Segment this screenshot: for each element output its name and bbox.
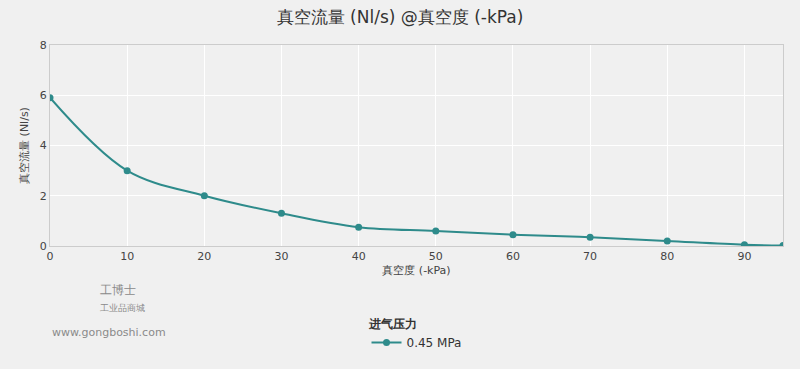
svg-text:30: 30	[274, 250, 288, 263]
svg-text:真空流量 (Nl/s): 真空流量 (Nl/s)	[18, 107, 31, 184]
svg-text:0.45 MPa: 0.45 MPa	[407, 336, 462, 350]
svg-text:真空度 (-kPa): 真空度 (-kPa)	[382, 264, 450, 277]
svg-text:60: 60	[506, 250, 520, 263]
svg-text:50: 50	[429, 250, 443, 263]
svg-text:工博士: 工博士	[100, 283, 136, 297]
svg-text:真空流量 (Nl/s) @真空度 (-kPa): 真空流量 (Nl/s) @真空度 (-kPa)	[277, 7, 524, 27]
svg-text:10: 10	[120, 250, 134, 263]
svg-text:20: 20	[197, 250, 211, 263]
svg-text:工业品商城: 工业品商城	[100, 303, 145, 313]
svg-text:40: 40	[352, 250, 366, 263]
svg-text:4: 4	[40, 139, 47, 152]
svg-text:90: 90	[737, 250, 751, 263]
svg-text:0: 0	[47, 250, 54, 263]
svg-text:0: 0	[40, 240, 47, 253]
svg-text:进气压力: 进气压力	[368, 317, 417, 331]
svg-text:70: 70	[583, 250, 597, 263]
svg-text:6: 6	[40, 89, 47, 102]
svg-text:www.gongboshi.com: www.gongboshi.com	[52, 326, 166, 339]
svg-text:8: 8	[40, 39, 47, 52]
svg-text:2: 2	[40, 190, 47, 203]
svg-text:80: 80	[660, 250, 674, 263]
